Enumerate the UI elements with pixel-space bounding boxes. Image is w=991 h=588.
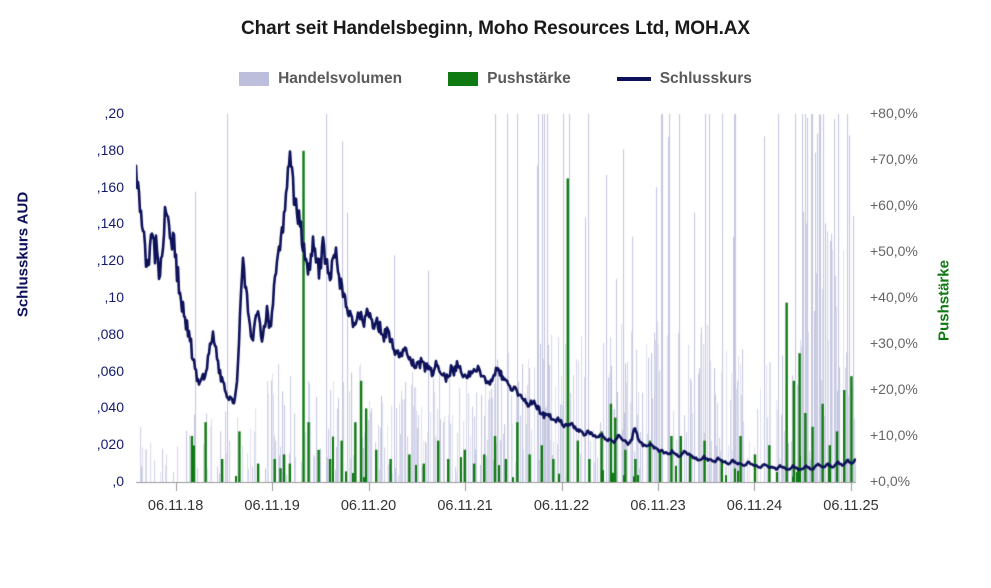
y-axis-right-tick: +70,0%	[870, 151, 918, 167]
x-axis-tick: 06.11.23	[630, 498, 686, 514]
y-axis-left-tick: ,0	[112, 473, 124, 489]
y-axis-left-tick: ,160	[96, 178, 124, 195]
y-axis-left-tick: ,020	[96, 436, 124, 453]
y-axis-left-tick: ,10	[104, 289, 124, 305]
x-axis-tick: 06.11.25	[823, 498, 879, 514]
y-axis-right-tick: +0,0%	[870, 473, 911, 489]
x-axis-tick: 06.11.20	[340, 498, 397, 514]
y-axis-left-tick: ,140	[96, 215, 124, 232]
y-axis-right-tick: +20,0%	[870, 381, 918, 397]
y-axis-right-tick: +30,0%	[870, 335, 918, 351]
x-axis-tick: 06.11.19	[244, 498, 300, 514]
x-axis-tick: 06.11.21	[437, 498, 493, 514]
y-axis-left-tick: ,120	[96, 252, 124, 269]
y-axis-left-tick: ,080	[96, 325, 124, 342]
y-axis-left-title: Schlusskurs AUD	[14, 191, 32, 318]
y-axis-right-tick: +60,0%	[870, 197, 918, 213]
x-axis-tick: 06.11.22	[533, 498, 590, 514]
y-axis-left-tick: ,20	[104, 105, 124, 121]
y-axis-right-tick: +40,0%	[870, 289, 918, 305]
y-axis-left-tick: ,180	[96, 141, 124, 158]
y-axis-left-tick: ,040	[96, 399, 124, 416]
x-axis-tick: 06.11.24	[726, 498, 783, 514]
y-axis-right-tick: +80,0%	[870, 105, 918, 121]
y-axis-right-tick: +10,0%	[870, 427, 918, 443]
x-axis-tick: 06.11.18	[147, 498, 204, 514]
y-axis-right-tick: +50,0%	[870, 243, 918, 259]
y-axis-left-tick: ,060	[96, 362, 124, 379]
